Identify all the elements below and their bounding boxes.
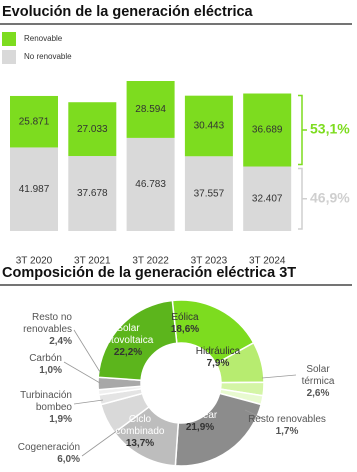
slice-label: Turbinación bombeo 1,9% [2,390,72,426]
slice-value: 7,9% [206,358,230,369]
bar [68,156,117,231]
value-label: 37.557 [194,188,225,199]
value-label: 41.987 [19,184,50,195]
chart-title: Evolución de la generación eléctrica [2,4,254,20]
legend-label: Renovable [24,34,63,43]
donut-slice [174,392,263,467]
slice-name: Eólica [171,312,199,323]
bar [184,95,233,157]
slice-name: Ciclo combinado [115,414,165,437]
share-label: 46,9% [310,189,350,205]
bar [243,93,292,167]
slice-label: Solar térmica 2,6% [293,364,343,400]
slice-label: Nuclear 21,9% [170,410,230,434]
slice-name: Solar fotovoltaica [102,323,154,346]
bar [126,137,175,231]
leader-line [244,409,263,419]
slice-value: 21,9% [185,422,215,433]
bar [243,166,292,231]
donut-slice [97,299,178,382]
slice-value: 13,7% [125,438,155,449]
value-label: 46.783 [135,179,166,190]
slice-name: Solar térmica [301,364,335,387]
slice-value: 2,4% [49,336,72,347]
slice-value: 1,7% [275,426,299,437]
slice-name: Nuclear [182,410,218,421]
leader-line [73,399,104,405]
bar [10,147,58,231]
slice-value: 2,6% [306,388,330,399]
share-bracket [298,94,307,166]
slice-label: Cogeneración 6,0% [0,442,80,466]
slice-name: Resto no renovables [23,312,72,335]
share-bracket [298,167,307,230]
slice-value: 1,0% [39,365,62,376]
slice-label: Resto no renovables 2,4% [12,312,72,348]
x-tick-label: 3T 2021 [74,256,111,267]
x-tick-label: 3T 2023 [191,256,228,267]
value-label: 36.689 [252,125,283,136]
slice-name: Hidráulica [195,346,241,357]
slice-value: 22,2% [113,347,143,358]
leader-line [73,329,101,373]
value-label: 30.443 [194,121,225,132]
value-label: 27.033 [77,124,108,135]
legend-swatch [2,50,16,64]
bar [126,81,175,138]
slice-label: Resto renovables 1,7% [237,414,337,438]
slice-label: Carbón 1,0% [2,353,62,377]
x-tick-label: 3T 2020 [16,256,53,267]
slice-name: Resto renovables [248,414,326,425]
value-label: 32.407 [252,193,283,204]
slice-label: Ciclo combinado 13,7% [110,414,170,450]
bar [184,156,233,231]
slice-label: Eólica 18,6% [155,312,215,336]
value-label: 25.871 [19,116,50,127]
x-tick-label: 3T 2022 [132,256,169,267]
bar [10,95,58,148]
leader-line [81,429,119,457]
slice-value: 1,9% [49,414,72,425]
leader-line [63,361,101,384]
share-label: 53,1% [310,121,350,137]
slice-label: Solar fotovoltaica 22,2% [93,323,163,359]
slice-value: 18,6% [170,324,200,335]
chart-title: Composición de la generación eléctrica 3… [2,265,296,281]
x-tick-label: 3T 2024 [249,256,286,267]
slice-name: Turbinación bombeo [20,390,72,413]
slice-name: Carbón [29,353,62,364]
value-label: 37.678 [77,188,108,199]
slice-label: Hidráulica 7,9% [188,346,248,370]
slice-value: 6,0% [57,454,80,465]
leader-line [261,374,297,379]
legend-swatch [2,32,16,46]
value-label: 28.594 [135,104,166,115]
legend-label: No renovable [24,52,72,61]
bar [68,102,117,157]
slice-name: Cogeneración [17,442,80,453]
